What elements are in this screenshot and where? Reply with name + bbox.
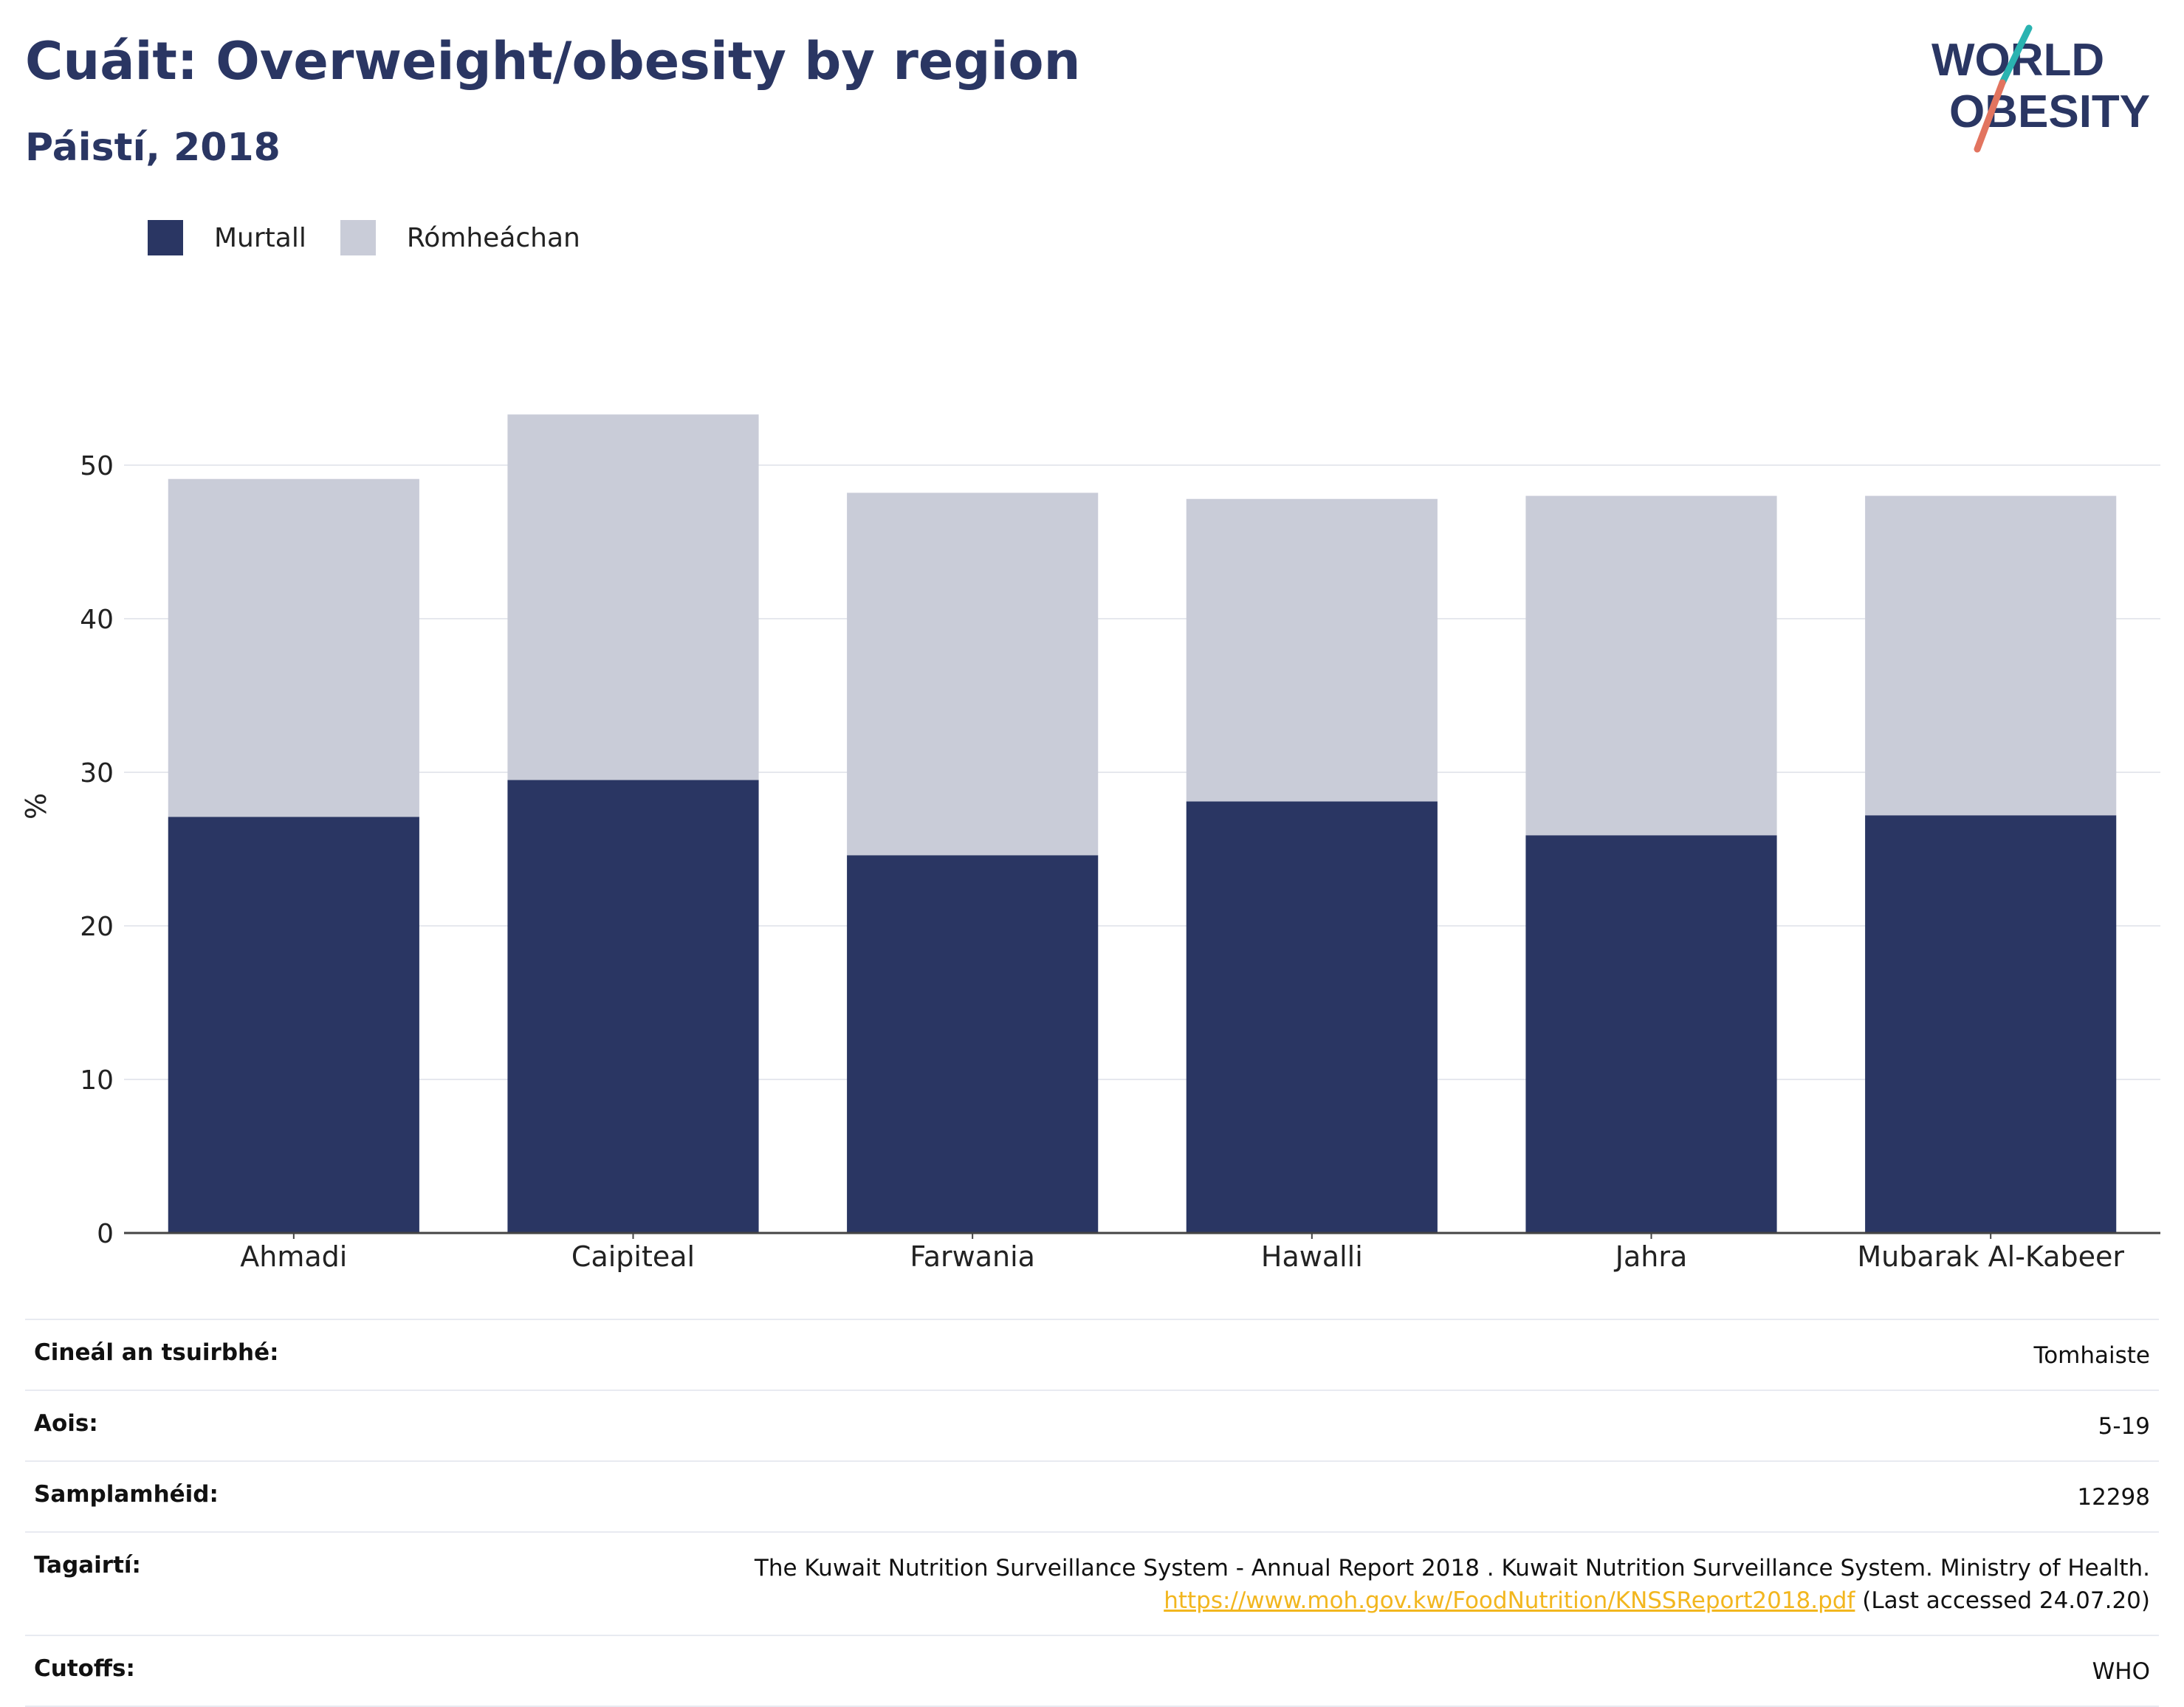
logo-word-1: WORLD: [1931, 35, 2104, 86]
legend-item-romheachan[interactable]: Rómheáchan: [340, 220, 580, 255]
info-label: Cutoffs:: [34, 1655, 135, 1682]
reference-text: The Kuwait Nutrition Surveillance System…: [754, 1555, 2150, 1581]
x-tick-label: Caipiteal: [571, 1240, 695, 1273]
info-value: WHO: [2092, 1658, 2150, 1685]
bar-romheachan-jahra[interactable]: [1525, 495, 1777, 836]
page-subtitle: Páistí, 2018: [25, 126, 281, 170]
info-row-cutoffs: Cutoffs: WHO: [25, 1635, 2159, 1707]
stacked-bar-chart: 0 10 20 30 40 50 Ahmadi Caipiteal Farwania Hawall…: [20, 414, 2160, 1273]
info-label: Aois:: [34, 1410, 98, 1437]
logo-word-2: OBESITY: [1949, 86, 2150, 137]
info-row-survey-type: Cineál an tsuirbhé: Tomhaiste: [25, 1319, 2159, 1390]
y-tick-label: 20: [80, 912, 114, 942]
y-tick-label: 40: [80, 605, 114, 635]
info-value: 12298: [2077, 1484, 2150, 1511]
bar-murtall-ahmadi[interactable]: [168, 817, 419, 1233]
info-label: Samplamhéid:: [34, 1481, 219, 1508]
x-tick-label: Farwania: [910, 1240, 1035, 1273]
info-row-sample-size: Samplamhéid: 12298: [25, 1460, 2159, 1531]
axes: 0 10 20 30 40 50 Ahmadi Caipiteal Farwania Hawall…: [80, 451, 2160, 1273]
info-value: 5-19: [2098, 1413, 2150, 1440]
y-tick-label: 30: [80, 758, 114, 789]
bar-romheachan-hawalli[interactable]: [1186, 498, 1438, 802]
page-title: Cuáit: Overweight/obesity by region: [25, 31, 1081, 92]
bar-romheachan-ahmadi[interactable]: [168, 478, 419, 817]
y-tick-label: 0: [97, 1219, 114, 1249]
x-tick-label: Mubarak Al-Kabeer: [1857, 1240, 2124, 1273]
legend-swatch-romheachan: [340, 220, 376, 255]
y-axis-label: %: [20, 793, 52, 820]
info-value-reference: The Kuwait Nutrition Surveillance System…: [755, 1552, 2150, 1617]
bar-murtall-hawalli[interactable]: [1186, 801, 1438, 1233]
y-tick-label: 50: [80, 451, 114, 481]
bar-murtall-caipiteal[interactable]: [507, 780, 759, 1233]
x-tick-label: Hawalli: [1261, 1240, 1363, 1273]
bar-romheachan-farwania[interactable]: [847, 492, 1099, 856]
bars: [168, 414, 2117, 1233]
x-tick-label: Jahra: [1614, 1240, 1688, 1273]
world-obesity-logo: WORLD OBESITY: [1931, 24, 2150, 153]
chart-legend: Murtall Rómheáchan: [148, 220, 614, 255]
legend-label: Rómheáchan: [406, 222, 580, 253]
x-tick-label: Ahmadi: [240, 1240, 347, 1273]
info-label: Cineál an tsuirbhé:: [34, 1339, 279, 1366]
reference-accessed: (Last accessed 24.07.20): [1862, 1587, 2150, 1614]
reference-link[interactable]: https://www.moh.gov.kw/FoodNutrition/KNS…: [1164, 1587, 1855, 1614]
bar-romheachan-caipiteal[interactable]: [507, 414, 759, 780]
info-label: Tagairtí:: [34, 1552, 141, 1579]
info-value: Tomhaiste: [2033, 1342, 2150, 1369]
survey-info-table: Cineál an tsuirbhé: Tomhaiste Aois: 5-19…: [25, 1319, 2159, 1707]
info-row-age: Aois: 5-19: [25, 1390, 2159, 1460]
legend-swatch-murtall: [148, 220, 183, 255]
bar-murtall-farwania[interactable]: [847, 855, 1099, 1233]
bar-romheachan-mubarak-al-kabeer[interactable]: [1865, 495, 2117, 816]
legend-item-murtall[interactable]: Murtall: [148, 220, 306, 255]
info-row-references: Tagairtí: The Kuwait Nutrition Surveilla…: [25, 1531, 2159, 1635]
bar-murtall-jahra[interactable]: [1525, 835, 1777, 1233]
gridlines: [124, 464, 2160, 1080]
bar-murtall-mubarak-al-kabeer[interactable]: [1865, 815, 2117, 1233]
legend-label: Murtall: [214, 222, 306, 253]
y-tick-label: 10: [80, 1065, 114, 1096]
